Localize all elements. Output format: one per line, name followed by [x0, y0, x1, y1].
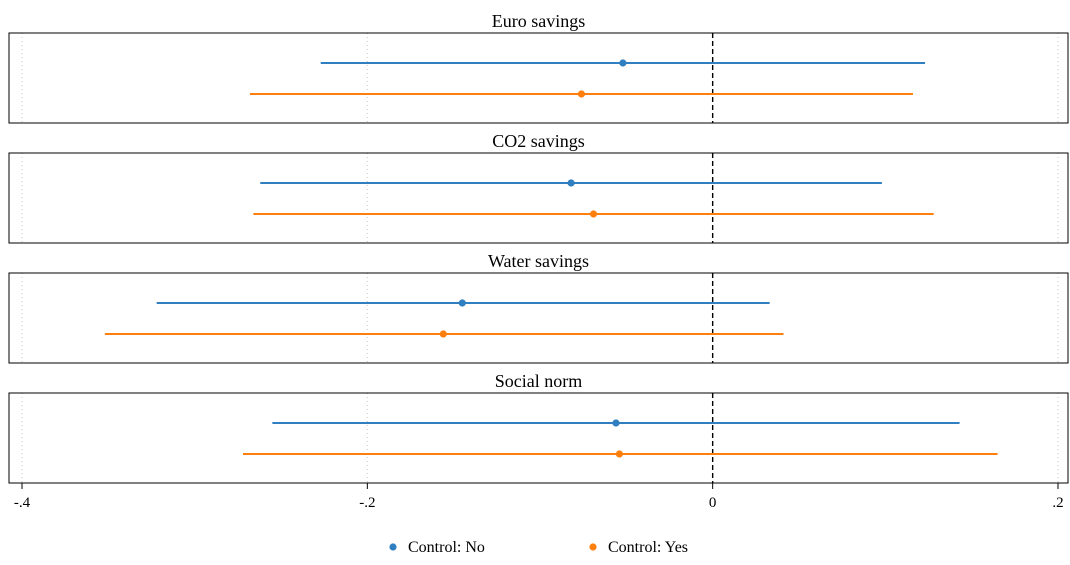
legend-label: Control: Yes	[608, 539, 688, 556]
panel-0: Euro savings	[8, 11, 1069, 124]
x-tick-label: -.4	[14, 495, 31, 511]
x-tick-label: -.2	[359, 495, 375, 511]
panel-title: Social norm	[495, 371, 583, 391]
panel-frame	[8, 32, 1069, 124]
panel-2: Water savings	[8, 251, 1069, 364]
panel-title: CO2 savings	[492, 131, 585, 151]
panel-1: CO2 savings	[8, 131, 1069, 244]
legend-label: Control: No	[408, 539, 485, 556]
point-estimate	[615, 450, 624, 458]
panel-frame	[8, 272, 1069, 364]
point-estimate	[458, 299, 466, 307]
panel-frame	[8, 152, 1069, 244]
legend-marker	[389, 543, 397, 551]
point-estimate	[439, 330, 447, 338]
legend-marker	[589, 543, 597, 551]
x-axis: -.4 -.2 0 .2	[14, 483, 1064, 511]
point-estimate	[589, 210, 598, 218]
panel-title: Euro savings	[492, 11, 586, 31]
panel-frame	[8, 392, 1069, 484]
point-estimate	[577, 90, 586, 98]
point-estimate	[567, 179, 575, 187]
x-tick-label: .2	[1052, 495, 1063, 511]
point-estimate	[619, 59, 627, 67]
panel-title: Water savings	[488, 251, 589, 271]
panel-3: Social norm	[8, 371, 1069, 484]
point-estimate	[612, 419, 620, 427]
legend: Control: No Control: Yes	[389, 539, 688, 556]
x-tick-label: 0	[709, 495, 717, 511]
